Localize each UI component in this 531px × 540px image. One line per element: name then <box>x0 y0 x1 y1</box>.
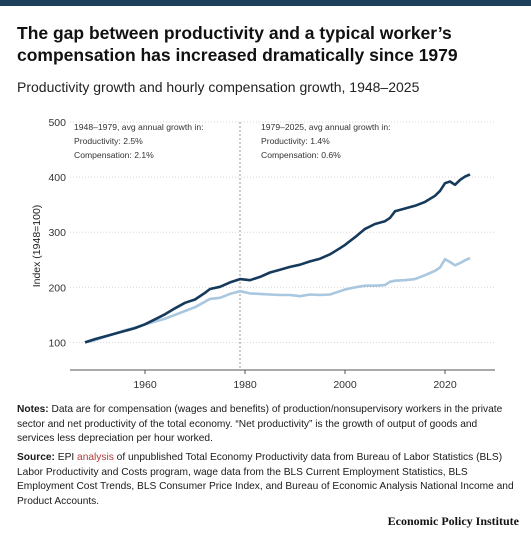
chart-title: The gap between productivity and a typic… <box>17 23 458 65</box>
series-line-compensation <box>84 256 471 344</box>
x-tick-label-1960: 1960 <box>133 379 157 391</box>
x-axis-ticks: 1960 1980 2000 2020 <box>133 370 457 391</box>
annotation-right-productivity: Productivity: 1.4% <box>261 136 330 146</box>
x-tick-label-1980: 1980 <box>233 379 257 391</box>
y-tick-label-100: 100 <box>48 337 66 349</box>
annotation-left-heading: 1948–1979, avg annual growth in: <box>74 122 204 132</box>
notes-label: Notes: <box>17 404 49 415</box>
source-analysis-link[interactable]: analysis <box>77 452 114 463</box>
annotation-right-compensation: Compensation: 0.6% <box>261 150 341 160</box>
series-line-productivity <box>84 173 471 344</box>
y-axis-label: Index (1948=100) <box>31 205 43 288</box>
top-accent-bar <box>0 0 531 6</box>
y-axis-ticks: 100 200 300 400 500 <box>48 117 66 349</box>
annotation-right-heading: 1979–2025, avg annual growth in: <box>261 122 391 132</box>
chart-subtitle: Productivity growth and hourly compensat… <box>17 79 420 95</box>
annotation-left-compensation: Compensation: 2.1% <box>74 150 154 160</box>
chart-notes: Notes: Data are for compensation (wages … <box>17 403 515 447</box>
annotation-left-productivity: Productivity: 2.5% <box>74 136 143 146</box>
y-tick-label-400: 400 <box>48 172 66 184</box>
source-label: Source: <box>17 452 55 463</box>
y-tick-label-200: 200 <box>48 282 66 294</box>
source-pre: EPI <box>54 452 78 463</box>
gridlines <box>70 121 495 343</box>
chart-source: Source: EPI analysis of unpublished Tota… <box>17 451 515 509</box>
y-tick-label-500: 500 <box>48 117 66 129</box>
source-text: of unpublished Total Economy Productivit… <box>17 452 514 507</box>
y-tick-label-300: 300 <box>48 227 66 239</box>
x-tick-label-2020: 2020 <box>433 379 457 391</box>
annotation-1979-2025: 1979–2025, avg annual growth in: Product… <box>261 122 391 160</box>
annotation-1948-1979: 1948–1979, avg annual growth in: Product… <box>74 122 204 160</box>
notes-text: Data are for compensation (wages and ben… <box>17 404 503 444</box>
x-tick-label-2000: 2000 <box>333 379 357 391</box>
brand-logo-text: Economic Policy Institute <box>387 514 519 528</box>
line-chart: 100 200 300 400 500 1960 1980 2000 2020 Index (… <box>31 117 495 391</box>
